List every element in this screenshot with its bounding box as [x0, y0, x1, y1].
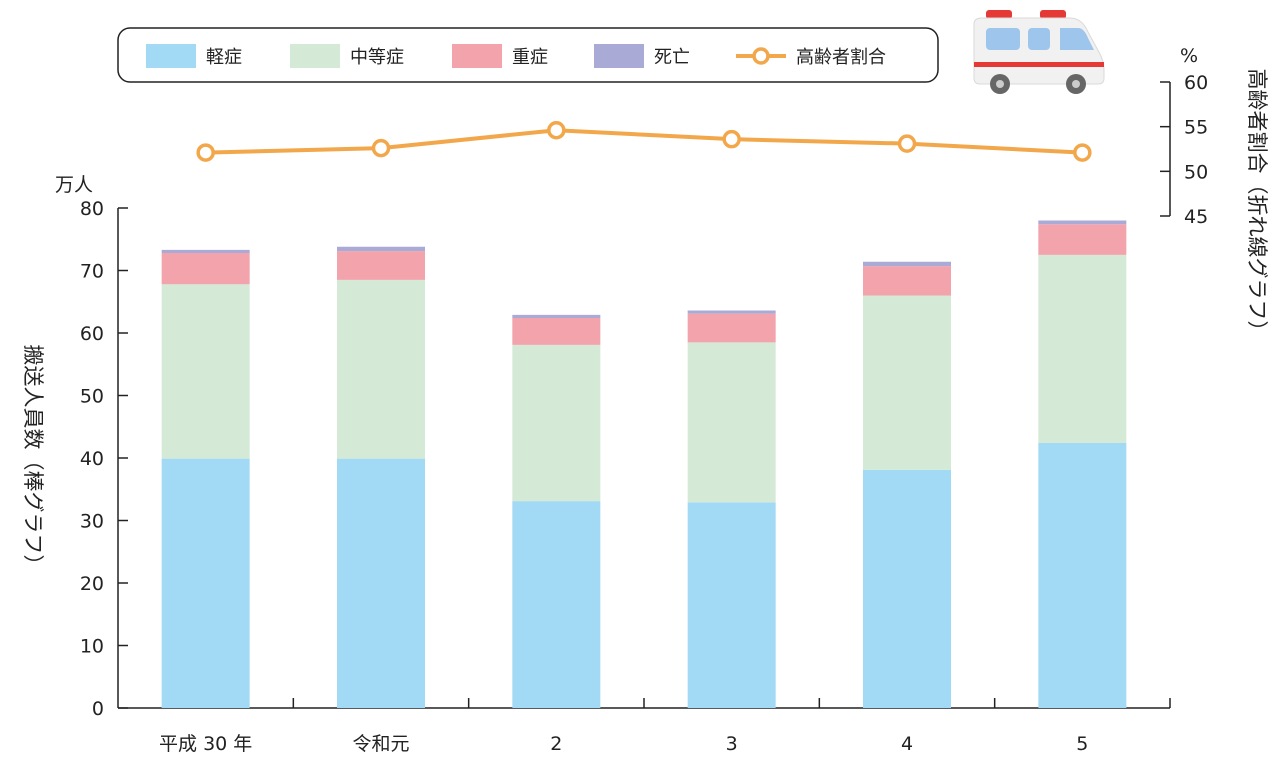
bars	[161, 220, 1127, 708]
left-tick-label: 40	[80, 448, 104, 470]
right-tick-label: 55	[1184, 117, 1208, 139]
bar-segment-severe	[337, 251, 425, 280]
elderly-ratio-point	[897, 134, 917, 153]
elderly-ratio-point	[196, 143, 215, 162]
right-tick-label: 60	[1184, 72, 1208, 94]
left-tick-label: 30	[80, 511, 104, 533]
legend-label-moderate: 中等症	[350, 47, 404, 68]
x-tick-label: 平成 30 年	[159, 733, 252, 755]
bar-segment-mild	[687, 502, 776, 708]
left-tick-label: 20	[80, 573, 104, 595]
legend-swatch-death	[594, 44, 644, 68]
x-tick-label: 4	[901, 733, 913, 755]
bar-segment-severe	[1038, 224, 1127, 255]
legend-swatch-mild	[146, 44, 196, 68]
left-axis-title: 搬送人員数（棒グラフ）	[21, 345, 45, 576]
right-axis-unit: %	[1180, 45, 1198, 67]
left-tick-label: 0	[92, 698, 104, 720]
legend-label-mild: 軽症	[206, 47, 242, 68]
left-tick-label: 10	[80, 636, 104, 658]
legend-frame	[117, 27, 939, 83]
bar-segment-death	[1038, 220, 1127, 225]
left-tick-label: 80	[80, 198, 104, 220]
bar-segment-severe	[863, 266, 951, 296]
bar-segment-moderate	[512, 344, 601, 502]
x-tick-label: 2	[550, 733, 562, 755]
ambulance-icon	[973, 10, 1105, 94]
bar-segment-moderate	[161, 284, 250, 459]
legend-marker-elderly	[752, 47, 770, 65]
bar-segment-mild	[863, 469, 951, 708]
legend-label-elderly: 高齢者割合	[796, 47, 886, 68]
line-layer	[196, 120, 1092, 162]
right-tick-label: 50	[1184, 161, 1208, 183]
bar-segment-mild	[161, 458, 250, 708]
axes: 01020304050607080平成 30 年令和元 2 3 4 545505560	[80, 72, 1208, 755]
bar-segment-moderate	[337, 279, 425, 459]
legend-label-death: 死亡	[654, 47, 690, 68]
bar-segment-death	[687, 310, 776, 314]
bar-segment-mild	[337, 458, 425, 708]
right-axis-title: 高齢者割合（折れ線グラフ）	[1245, 69, 1269, 342]
bar-segment-death	[337, 246, 425, 252]
elderly-ratio-point	[371, 138, 391, 158]
bar-segment-moderate	[1038, 254, 1127, 443]
legend-label-severe: 重症	[512, 47, 548, 68]
bar-segment-death	[863, 261, 951, 267]
bar-segment-mild	[1038, 443, 1127, 708]
left-tick-label: 70	[80, 261, 104, 283]
bar-segment-mild	[512, 501, 601, 708]
bar-segment-severe	[512, 318, 601, 345]
x-tick-label: 3	[726, 733, 738, 755]
x-tick-label: 令和元	[352, 733, 409, 755]
legend-swatch-moderate	[290, 44, 340, 68]
left-tick-label: 60	[80, 323, 104, 345]
left-axis-unit: 万人	[55, 174, 93, 196]
x-tick-label: 5	[1076, 733, 1088, 755]
bar-segment-severe	[161, 253, 250, 285]
left-tick-label: 50	[80, 386, 104, 408]
elderly-ratio-point	[722, 129, 741, 149]
elderly-ratio-point	[547, 120, 566, 140]
right-tick-label: 45	[1184, 206, 1208, 228]
bar-segment-moderate	[687, 342, 776, 503]
bar-segment-death	[512, 314, 601, 318]
legend-swatch-severe	[452, 44, 502, 68]
bar-segment-moderate	[863, 295, 951, 470]
elderly-ratio-point	[1073, 143, 1092, 162]
bar-segment-severe	[687, 313, 776, 343]
legend: 軽症 中等症 重症 死亡 高齢者割合	[117, 27, 939, 83]
bar-segment-death	[161, 249, 250, 253]
elderly-ratio-line	[205, 128, 1083, 155]
